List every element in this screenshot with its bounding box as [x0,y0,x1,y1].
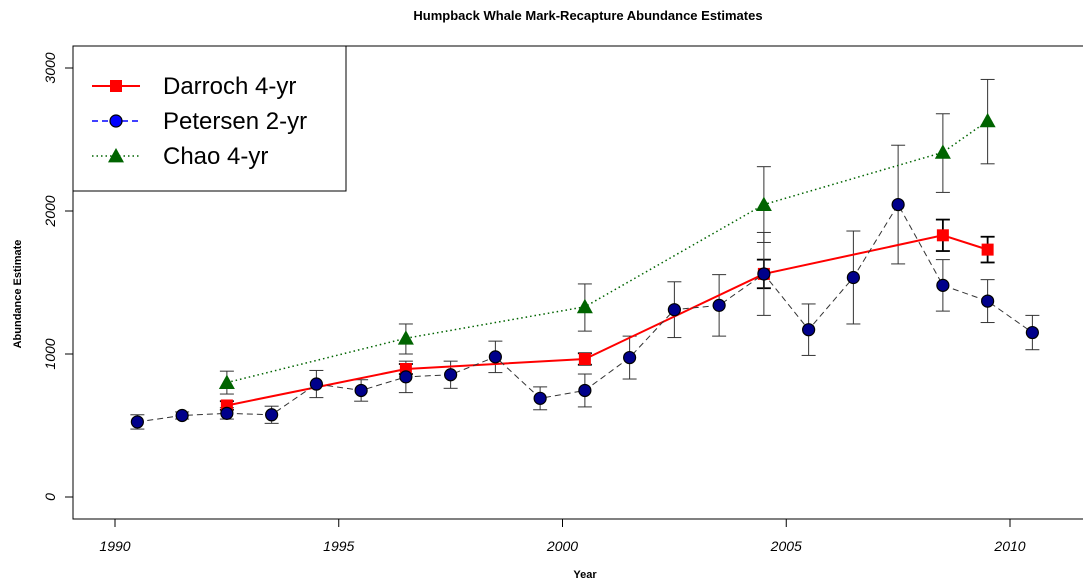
legend-label: Chao 4-yr [163,143,268,170]
chart-title: Humpback Whale Mark-Recapture Abundance … [413,8,762,23]
x-tick-label: 2010 [993,538,1025,554]
y-tick-label: 1000 [42,338,58,369]
data-point-triangle [397,330,414,345]
data-point-circle [354,383,368,398]
data-point-circle [802,323,816,337]
data-point-circle [936,278,950,292]
series-line [226,234,988,407]
series-markers [130,112,1039,429]
data-point-circle [399,370,413,384]
data-point-circle [578,383,592,398]
data-point-circle [309,377,323,391]
data-point-circle [220,406,234,420]
x-tick-label: 2005 [770,538,802,554]
legend-label: Petersen 2-yr [163,108,307,135]
data-point-circle [175,408,189,423]
data-point-circle [891,197,905,212]
data-point-circle [667,303,681,317]
data-point-circle [1025,325,1039,340]
data-point-triangle [979,112,996,128]
data-point-square [578,353,591,366]
data-point-circle [130,415,144,429]
x-tick-label: 2000 [546,538,578,554]
data-point-triangle [755,196,772,211]
y-tick-label: 2000 [42,195,58,227]
data-point-circle [488,350,502,364]
legend-marker [110,80,122,92]
data-point-triangle [934,144,951,159]
legend-marker [108,148,124,163]
y-tick-label: 3000 [42,52,58,83]
y-tick-label: 0 [42,493,58,501]
data-point-triangle [576,298,593,314]
legend-marker [109,114,123,128]
data-point-circle [846,270,860,285]
x-tick-label: 1990 [99,538,130,554]
data-point-circle [533,391,547,405]
x-tick-label: 1995 [323,538,354,554]
data-point-triangle [218,374,235,389]
x-axis-title: Year [573,569,597,581]
plot-frame [72,45,1083,520]
data-point-square [981,243,994,256]
data-point-circle [712,298,726,312]
legend: Darroch 4-yr Petersen 2-yr Chao 4-yr [72,45,347,192]
data-point-circle [623,350,637,365]
legend-label: Darroch 4-yr [163,73,296,100]
data-point-circle [444,368,458,382]
data-point-circle [265,408,279,422]
data-point-circle [981,294,995,308]
data-point-circle [757,267,771,281]
series-line [226,120,989,384]
y-axis-title: Abundance Estimate [12,240,24,349]
axis-ticks: 1990 1995 2000 2005 2010 0 1000 2000 3000 [42,52,1026,554]
data-point-square [936,229,949,242]
